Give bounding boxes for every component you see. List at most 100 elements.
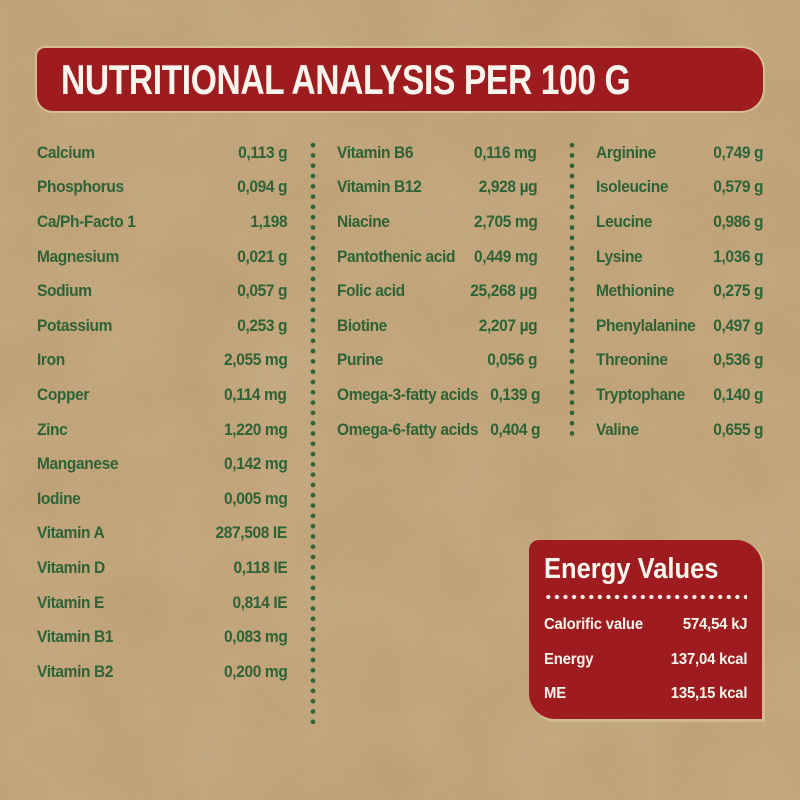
- dotted-column-divider: [310, 140, 316, 724]
- energy-row: Calorific value 574,54 kJ: [544, 608, 747, 643]
- nutrient-label: Lysine: [596, 247, 643, 266]
- energy-label: ME: [544, 685, 566, 703]
- nutrient-row: Vitamin D 0,118 IE: [37, 551, 287, 586]
- nutrient-value: 0,114 mg: [224, 385, 287, 404]
- nutrient-row: Manganese 0,142 mg: [37, 447, 287, 482]
- nutrient-label: Vitamin E: [37, 593, 105, 612]
- nutrient-row: Phenylalanine 0,497 g: [596, 309, 763, 344]
- nutrient-value: 0,094 g: [237, 178, 287, 197]
- nutrient-row: Biotine 2,207 µg: [337, 309, 537, 344]
- nutrient-value: 287,508 IE: [215, 524, 288, 543]
- nutrient-value: 0,200 mg: [223, 662, 288, 681]
- energy-label: Energy: [544, 650, 594, 668]
- nutrient-label: Omega-3-fatty acids: [337, 385, 479, 404]
- nutrient-row: Iodine 0,005 mg: [37, 482, 287, 517]
- nutrient-value: 0,449 mg: [473, 247, 538, 266]
- nutrient-label: Purine: [337, 351, 384, 370]
- nutrient-row: Vitamin B6 0,116 mg: [337, 136, 537, 171]
- nutrient-label: Threonine: [596, 351, 668, 370]
- nutrient-column-amino-acids: Arginine 0,749 g Isoleucine 0,579 g Leuc…: [596, 136, 763, 447]
- energy-value: 137,04 kcal: [670, 650, 747, 668]
- nutrient-label: Isoleucine: [596, 178, 669, 197]
- nutrient-label: Potassium: [37, 316, 113, 335]
- nutrient-value: 2,055 mg: [223, 351, 288, 370]
- energy-values-rows: Calorific value 574,54 kJ Energy 137,04 …: [544, 608, 747, 712]
- nutrient-row: Niacine 2,705 mg: [337, 205, 537, 240]
- header-banner: NUTRITIONAL ANALYSIS PER 100 G: [37, 48, 763, 111]
- nutrient-column-vitamins-fats: Vitamin B6 0,116 mg Vitamin B12 2,928 µg…: [337, 136, 541, 448]
- nutrient-label: Vitamin B12: [337, 178, 422, 197]
- energy-label: Calorific value: [544, 616, 643, 634]
- nutrient-value: 2,705 mg: [473, 212, 538, 231]
- nutrient-value: 25,268 µg: [470, 282, 537, 301]
- nutrient-row: Iron 2,055 mg: [37, 344, 287, 379]
- nutrient-label: Omega-6-fatty acids: [337, 420, 479, 439]
- nutrient-value: 0,140 g: [713, 385, 763, 404]
- nutrient-value: 0,655 g: [713, 420, 763, 439]
- nutrient-label: Sodium: [37, 282, 92, 301]
- nutrient-value: 0,814 IE: [232, 593, 287, 612]
- nutrient-label: Niacine: [337, 212, 390, 231]
- nutrient-row: Folic acid 25,268 µg: [337, 274, 537, 309]
- nutrient-label: Vitamin D: [37, 558, 105, 577]
- nutrient-label: Pantothenic acid: [337, 247, 456, 266]
- dotted-column-divider: [569, 140, 575, 436]
- nutrient-value: 0,536 g: [713, 351, 763, 370]
- energy-values-title: Energy Values: [544, 553, 719, 585]
- nutrient-row: Omega-6-fatty acids 0,404 g: [337, 413, 541, 448]
- nutrient-row: Lysine 1,036 g: [596, 240, 763, 275]
- nutrient-label: Folic acid: [337, 282, 405, 301]
- nutrient-value: 0,021 g: [237, 247, 287, 266]
- nutrient-row: Calcium 0,113 g: [37, 136, 287, 171]
- nutrient-row: Arginine 0,749 g: [596, 136, 763, 171]
- nutrient-label: Iron: [37, 351, 65, 370]
- nutrient-label: Vitamin A: [37, 524, 105, 543]
- energy-value: 574,54 kJ: [682, 616, 747, 634]
- nutrient-row: Leucine 0,986 g: [596, 205, 763, 240]
- nutrient-label: Phosphorus: [37, 178, 124, 197]
- nutrient-value: 0,253 g: [237, 316, 287, 335]
- nutrient-label: Arginine: [596, 143, 656, 162]
- nutrient-value: 2,207 µg: [478, 316, 537, 335]
- nutrient-label: Vitamin B1: [37, 628, 114, 647]
- nutrient-row: Magnesium 0,021 g: [37, 240, 287, 275]
- nutrient-label: Phenylalanine: [596, 316, 696, 335]
- nutrient-label: Calcium: [37, 143, 95, 162]
- nutrient-value: 0,083 mg: [223, 628, 288, 647]
- nutrient-label: Iodine: [37, 489, 81, 508]
- energy-row: ME 135,15 kcal: [544, 677, 747, 712]
- nutrient-label: Ca/Ph-Facto 1: [37, 212, 136, 231]
- nutrient-label: Manganese: [37, 455, 119, 474]
- nutrient-value: 0,116 mg: [474, 143, 537, 162]
- nutrient-row: Potassium 0,253 g: [37, 309, 287, 344]
- nutrient-column-minerals-vitamins: Calcium 0,113 g Phosphorus 0,094 g Ca/Ph…: [37, 136, 287, 690]
- nutrient-value: 0,118 IE: [233, 558, 287, 577]
- nutrient-value: 2,928 µg: [478, 178, 537, 197]
- nutrient-row: Vitamin B12 2,928 µg: [337, 171, 537, 206]
- nutrient-value: 0,497 g: [713, 316, 763, 335]
- nutrient-row: Pantothenic acid 0,449 mg: [337, 240, 537, 275]
- nutrient-label: Leucine: [596, 212, 652, 231]
- nutrient-row: Methionine 0,275 g: [596, 274, 763, 309]
- nutrient-label: Copper: [37, 385, 90, 404]
- nutrient-value: 0,986 g: [713, 212, 763, 231]
- nutrient-value: 0,056 g: [487, 351, 537, 370]
- nutrient-row: Copper 0,114 mg: [37, 378, 287, 413]
- dotted-divider: [544, 594, 747, 600]
- nutrient-row: Zinc 1,220 mg: [37, 413, 287, 448]
- nutrient-row: Sodium 0,057 g: [37, 274, 287, 309]
- nutrient-row: Threonine 0,536 g: [596, 344, 763, 379]
- nutrient-value: 1,198: [250, 212, 287, 231]
- nutrient-row: Ca/Ph-Facto 1 1,198: [37, 205, 287, 240]
- nutrient-row: Vitamin B1 0,083 mg: [37, 620, 287, 655]
- nutrient-row: Vitamin E 0,814 IE: [37, 586, 287, 621]
- nutrient-value: 0,404 g: [490, 420, 541, 439]
- nutrient-label: Biotine: [337, 316, 387, 335]
- nutrient-label: Tryptophane: [596, 385, 685, 404]
- nutrient-label: Vitamin B2: [37, 662, 114, 681]
- nutrient-row: Omega-3-fatty acids 0,139 g: [337, 378, 541, 413]
- nutrient-value: 0,275 g: [713, 282, 763, 301]
- nutrient-label: Methionine: [596, 282, 675, 301]
- nutrient-value: 0,579 g: [713, 178, 763, 197]
- nutrient-label: Vitamin B6: [337, 143, 414, 162]
